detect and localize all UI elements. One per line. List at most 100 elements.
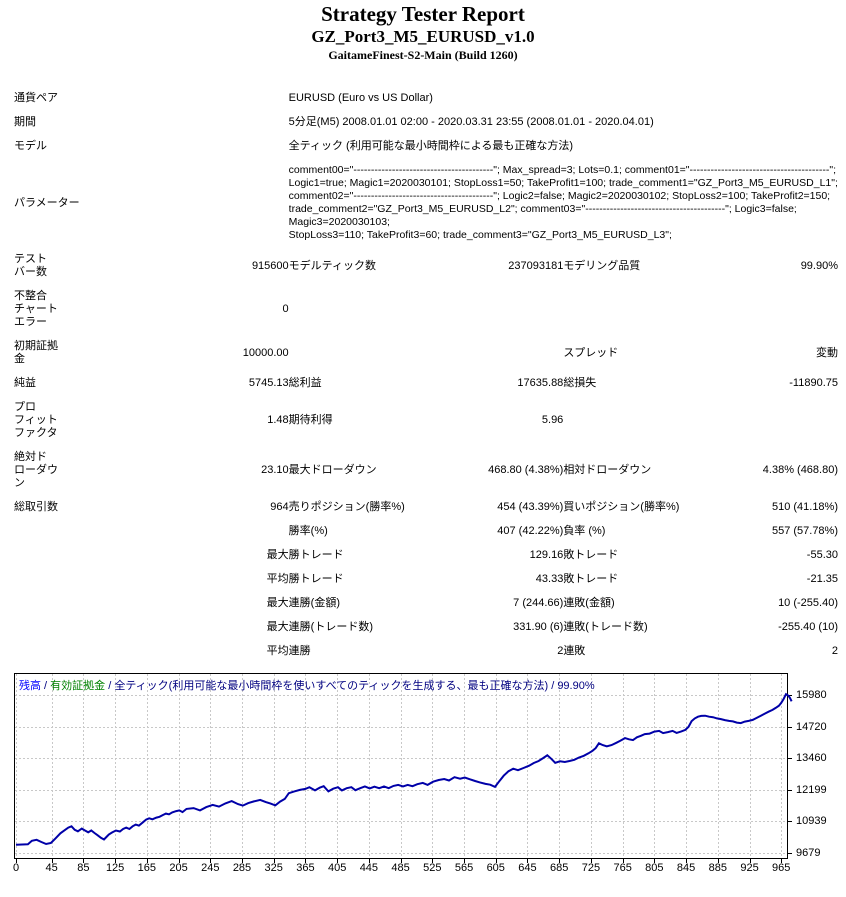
row-text: 5分足(M5) 2008.01.01 02:00 - 2020.03.31 23…	[288, 116, 654, 128]
row-label: モデリング品質	[563, 259, 641, 272]
row-label: 勝トレード	[288, 549, 344, 561]
y-axis-label: 13460	[796, 752, 827, 765]
x-axis-label: 285	[232, 862, 252, 874]
report-row: 純益 5745.13 総利益 17635.88 総損失 -11890.75	[14, 372, 838, 396]
row-label: 勝率(%)	[288, 525, 328, 537]
row-label: 相対ドローダウン	[563, 464, 652, 476]
row-value: 915600	[251, 259, 289, 272]
report-row: 総取引数 964 売りポジション(勝率%) 454 (43.39%) 買いポジション(勝…	[14, 496, 838, 520]
x-axis-label: 765	[613, 862, 632, 874]
row-text: comment00="-----------------------------…	[288, 164, 838, 241]
equity-chart: 残高 / 有効証拠金 / 全ティック(利用可能な最小時間枠を使いすべてのティック…	[13, 673, 846, 874]
legend-model-label: 全ティック(利用可能な最小時間枠を使いすべてのティックを生成する、最も正確な方法…	[114, 680, 549, 692]
report-row: 勝率(%) 407 (42.22%) 負率 (%) 557 (57.78%)	[14, 520, 838, 544]
row-value: 10 (-255.40)	[778, 597, 838, 609]
row-label: 不整合 チャート エラー	[14, 290, 58, 328]
x-axis-label: 965	[772, 862, 791, 874]
row-label: 買いポジション(勝率%)	[563, 501, 680, 513]
report-row: 平均 勝トレード 43.33 敗トレード -21.35	[14, 568, 838, 592]
row-label: 連敗(トレード数)	[563, 621, 648, 633]
report-row: 初期証拠 金 10000.00 スプレッド 変動	[14, 335, 838, 372]
x-axis-label: 245	[201, 862, 220, 874]
row-value: 129.16	[529, 549, 564, 561]
x-axis-label: 525	[423, 862, 442, 874]
x-axis-label: 485	[391, 862, 410, 874]
terminal-build: GaitameFinest-S2-Main (Build 1260)	[328, 48, 518, 62]
row-value: 43.33	[535, 573, 564, 585]
row-value: 最大	[266, 621, 289, 633]
row-label: 売りポジション(勝率%)	[288, 501, 405, 513]
y-axis-label: 15980	[796, 689, 827, 702]
report-row: 期間 5分足(M5) 2008.01.01 02:00 - 2020.03.31 …	[14, 111, 838, 135]
row-label: テスト バー数	[14, 253, 47, 278]
x-axis-label: 85	[77, 862, 90, 874]
row-value: 23.10	[261, 464, 289, 476]
row-label: 総利益	[288, 377, 322, 389]
report-row: 最大 連勝(トレード数) 331.90 (6) 連敗(トレード数) -255.40 (1…	[14, 616, 838, 640]
row-label: 総損失	[563, 377, 597, 389]
row-value: 237093181	[508, 259, 564, 272]
row-label: 最大ドローダウン	[288, 464, 377, 476]
x-axis-label: 45	[45, 862, 58, 874]
row-value: 変動	[816, 346, 838, 359]
row-label	[14, 616, 151, 640]
row-text: 全ティック (利用可能な最小時間枠による最も正確な方法)	[288, 140, 574, 152]
row-value: 5745.13	[248, 377, 289, 389]
row-label: 期待利得	[288, 414, 333, 426]
row-label	[14, 520, 151, 544]
legend-equity-label: 有効証拠金	[50, 680, 106, 692]
row-label	[14, 568, 151, 592]
x-axis-label: 645	[518, 862, 537, 874]
row-label: 敗トレード	[563, 573, 619, 585]
page-title: Strategy Tester Report	[321, 2, 525, 26]
row-value: 7 (244.66)	[513, 597, 564, 609]
row-label	[14, 640, 151, 664]
x-axis-label: 445	[359, 862, 379, 874]
report-header: Strategy Tester Report GZ_Port3_M5_EURUS…	[0, 0, 846, 63]
row-label: 敗トレード	[563, 549, 619, 561]
row-label: スプレッド	[563, 346, 619, 359]
x-axis-label: 205	[169, 862, 188, 874]
row-label: プロ フィット ファクタ	[14, 401, 58, 439]
row-label: 絶対ド ローダウ ン	[14, 451, 58, 489]
x-axis-label: 165	[137, 862, 157, 874]
row-text: EURUSD (Euro vs US Dollar)	[288, 92, 433, 104]
row-value: -21.35	[806, 573, 838, 585]
row-label: 期間	[14, 116, 36, 128]
row-value: 331.90 (6)	[513, 621, 564, 633]
row-value	[701, 285, 838, 335]
x-axis-label: 405	[327, 862, 347, 874]
x-axis-label: 0	[12, 862, 20, 874]
row-value: 407 (42.22%)	[497, 525, 564, 537]
row-label: 連敗	[563, 645, 586, 657]
legend-separator: /	[105, 680, 115, 692]
row-value: 557 (57.78%)	[771, 525, 838, 537]
row-value	[426, 335, 563, 372]
row-value: 964	[270, 501, 289, 513]
y-axis-label: 9679	[796, 846, 821, 859]
row-label: モデルティック数	[288, 259, 376, 272]
x-axis-label: 725	[581, 862, 601, 874]
strategy-name: GZ_Port3_M5_EURUSD_v1.0	[311, 27, 535, 46]
row-value: 17635.88	[517, 377, 564, 389]
x-axis-label: 685	[550, 862, 569, 874]
x-axis-label: 605	[486, 862, 505, 874]
row-label: 連勝(トレード数)	[288, 621, 373, 633]
report-table-body: 通貨ペア EURUSD (Euro vs US Dollar) 期間 5分足(M5) …	[14, 87, 838, 664]
row-value: 1.48	[267, 414, 289, 426]
row-label: 連勝	[288, 645, 311, 657]
report-row: 最大 連勝(金額) 7 (244.66) 連敗(金額) 10 (-255.40)	[14, 592, 838, 616]
report-row: パラメーター comment00="-----------------------…	[14, 159, 838, 248]
row-label	[14, 592, 151, 616]
row-value: 2	[557, 645, 564, 657]
row-label: パラメーター	[14, 196, 80, 209]
row-value: -11890.75	[789, 377, 838, 389]
report-row: テスト バー数 915600 モデルティック数 237093181 モデリング品質 99.…	[14, 248, 838, 285]
row-label: 初期証拠 金	[14, 340, 58, 365]
legend-balance-label: 残高	[19, 680, 41, 692]
row-value: 平均	[266, 573, 289, 585]
row-label: 勝トレード	[288, 573, 344, 585]
y-axis-label: 10939	[796, 815, 827, 828]
row-value: 10000.00	[242, 346, 289, 359]
report-row: 最大 勝トレード 129.16 敗トレード -55.30	[14, 544, 838, 568]
